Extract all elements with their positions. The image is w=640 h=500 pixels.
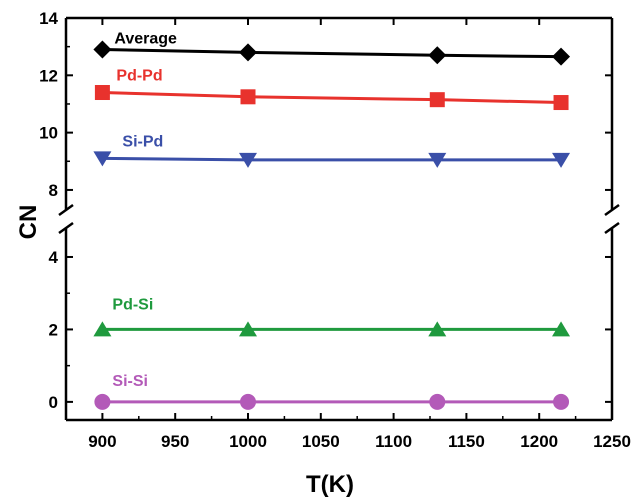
axis-break-mark	[58, 203, 74, 217]
series-label-average: Average	[114, 31, 177, 48]
series-line-si-pd	[102, 156, 562, 162]
data-point-pd-si	[93, 321, 112, 337]
x-axis-title: T(K)	[306, 471, 354, 498]
data-point-average	[552, 47, 571, 66]
series-si-pd: Si-Pd	[93, 133, 571, 168]
y-tick-label: 2	[49, 320, 58, 339]
y-tick-label: 10	[39, 124, 58, 143]
data-point-si-si	[553, 393, 570, 410]
axis-break-mark	[604, 203, 620, 217]
series-pd-si: Pd-Si	[93, 296, 571, 337]
axis-break-mark	[604, 221, 620, 235]
data-point-si-si	[94, 393, 111, 410]
tick-layer: 900 950 1000 1050 1100 1150 1200 1250 0 2 4 8 10 12 14	[39, 9, 631, 451]
series-label-si-pd: Si-Pd	[122, 133, 163, 150]
data-point-pd-pd	[240, 89, 256, 105]
series-pd-pd: Pd-Pd	[94, 68, 569, 111]
y-axis-title: CN	[15, 205, 42, 240]
x-tick-label: 1250	[593, 432, 631, 451]
data-point-average	[428, 46, 447, 65]
data-point-average	[93, 40, 112, 59]
series-label-pd-pd: Pd-Pd	[116, 68, 162, 85]
data-point-pd-si	[239, 321, 257, 337]
x-tick-label: 900	[88, 432, 116, 451]
x-tick-label: 950	[161, 432, 189, 451]
y-tick-label: 12	[39, 66, 58, 85]
data-point-pd-pd	[429, 92, 445, 108]
data-point-si-pd	[93, 151, 112, 167]
data-point-si-si	[429, 393, 446, 410]
data-point-si-pd	[552, 152, 571, 168]
data-point-pd-pd	[94, 85, 110, 101]
y-tick-label: 14	[39, 9, 58, 28]
x-tick-label: 1200	[520, 432, 558, 451]
series-layer: Average Pd-Pd Si-Pd Pd-Si Si-Si	[93, 31, 571, 410]
x-tick-label: 1000	[229, 432, 267, 451]
series-label-si-si: Si-Si	[112, 373, 148, 390]
data-point-pd-pd	[553, 95, 569, 111]
x-tick-label: 1050	[302, 432, 340, 451]
series-average: Average	[93, 31, 571, 66]
data-point-si-si	[240, 393, 256, 410]
y-tick-label: 4	[49, 248, 59, 267]
y-tick-label: 8	[49, 181, 58, 200]
data-point-si-pd	[239, 152, 257, 168]
x-tick-label: 1150	[448, 432, 485, 451]
series-line-average	[102, 48, 562, 59]
data-point-average	[239, 43, 257, 62]
axis-break-mark	[58, 221, 74, 235]
data-point-pd-si	[428, 321, 447, 337]
series-line-pd-pd	[102, 91, 562, 105]
series-label-pd-si: Pd-Si	[112, 296, 153, 313]
plot-frame	[58, 16, 620, 422]
x-tick-label: 1100	[375, 432, 412, 451]
series-si-si: Si-Si	[94, 373, 570, 410]
data-point-pd-si	[552, 321, 571, 337]
data-point-si-pd	[428, 152, 447, 168]
y-tick-label: 0	[49, 393, 58, 412]
